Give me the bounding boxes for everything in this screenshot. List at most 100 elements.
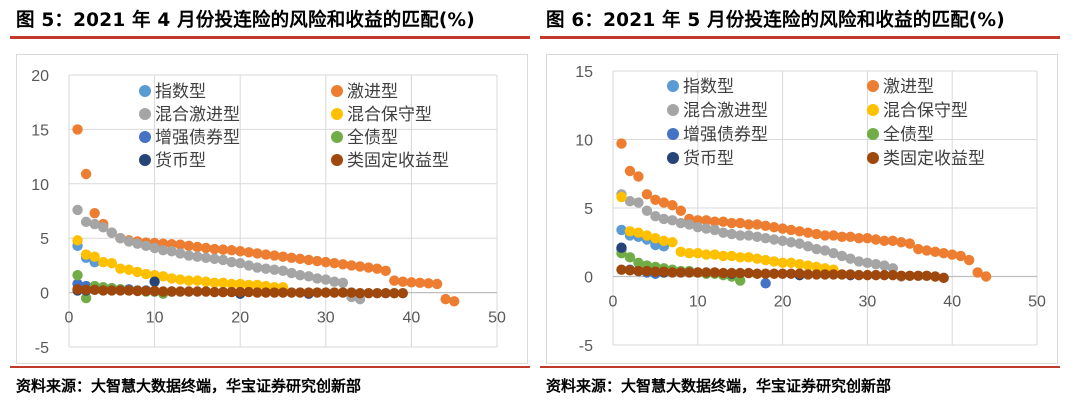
data-point — [802, 241, 814, 252]
data-point — [802, 269, 814, 280]
data-point — [337, 287, 349, 298]
data-point — [879, 260, 890, 271]
data-point — [226, 278, 237, 290]
data-point — [735, 230, 746, 241]
data-point — [667, 237, 678, 248]
data-point — [166, 286, 177, 297]
data-point — [913, 243, 924, 255]
data-point — [277, 287, 289, 298]
legend-marker — [331, 108, 343, 120]
legend-label: 混合激进型 — [683, 101, 768, 120]
data-point — [320, 274, 331, 285]
figure-6-source: 资料来源：大智慧大数据终端，华宝证券研究创新部 — [546, 377, 892, 395]
data-point — [209, 277, 220, 289]
data-point — [252, 287, 263, 298]
data-point — [701, 223, 712, 234]
data-point — [760, 254, 771, 266]
data-point — [616, 242, 627, 253]
data-point — [726, 267, 737, 279]
data-point — [140, 240, 152, 252]
data-point — [371, 287, 383, 299]
figure-6-chart-frame: 15 10 5 0 -5 0 10 20 30 40 50 指数型 激进型 混合激进型 混合保守型 增强债券型… — [546, 54, 1058, 364]
figure-6-panel: 图 6：2021 年 5 月份投连险的风险和收益的匹配(%) 15 10 5 0 -5 0… — [540, 0, 1070, 419]
data-point — [175, 248, 186, 259]
data-point — [819, 269, 831, 280]
data-point — [200, 286, 212, 297]
data-point — [132, 266, 143, 278]
legend-marker — [331, 131, 343, 143]
x-tick-label: 10 — [146, 310, 164, 327]
legend-label: 类固定收益型 — [347, 151, 449, 170]
y-tick-label: -5 — [579, 338, 593, 355]
data-point — [354, 261, 366, 272]
data-point — [972, 267, 983, 278]
legend-marker — [139, 85, 151, 97]
data-point — [80, 168, 92, 180]
data-point — [217, 254, 229, 266]
legend-label: 全债型 — [883, 125, 934, 144]
data-point — [312, 255, 323, 267]
data-point — [380, 265, 391, 277]
data-point — [921, 270, 932, 282]
legend-marker — [139, 131, 151, 143]
data-point — [183, 240, 195, 252]
data-point — [260, 263, 272, 274]
data-point — [115, 263, 126, 274]
data-point — [423, 278, 434, 289]
data-point — [692, 248, 703, 259]
data-point — [675, 246, 687, 258]
data-point — [89, 284, 100, 296]
legend-label: 货币型 — [155, 151, 206, 170]
data-point — [269, 250, 280, 261]
data-point — [337, 277, 349, 289]
data-point — [828, 230, 839, 241]
data-point — [123, 285, 135, 296]
data-point — [633, 227, 644, 238]
data-point — [624, 252, 636, 263]
data-point — [735, 217, 746, 229]
figure-6-title-rule — [540, 36, 1060, 39]
data-point — [870, 269, 882, 281]
data-point — [870, 234, 882, 245]
data-point — [200, 252, 212, 263]
data-point — [658, 197, 670, 208]
data-point — [115, 285, 126, 296]
data-point — [836, 250, 848, 262]
data-point — [200, 242, 212, 254]
data-point — [192, 286, 203, 297]
data-point — [192, 275, 203, 286]
data-point — [354, 287, 366, 299]
data-point — [896, 237, 907, 248]
data-point — [751, 219, 763, 230]
data-point — [879, 269, 890, 281]
legend-label: 激进型 — [883, 77, 934, 96]
data-point — [252, 279, 263, 291]
y-tick-label: 0 — [584, 270, 593, 287]
data-point — [217, 286, 229, 298]
data-point — [794, 226, 805, 237]
data-point — [735, 252, 746, 263]
data-point — [819, 245, 831, 256]
data-point — [217, 277, 229, 289]
data-point — [89, 207, 100, 219]
data-point — [123, 264, 135, 275]
data-point — [853, 232, 865, 244]
data-point — [930, 271, 941, 282]
data-point — [658, 235, 670, 247]
data-point — [802, 227, 814, 238]
data-point — [243, 286, 254, 298]
data-point — [751, 231, 763, 242]
data-point — [329, 258, 340, 269]
data-point — [650, 194, 661, 205]
x-tick-label: 50 — [488, 310, 506, 327]
data-point — [440, 293, 451, 305]
legend-marker — [667, 152, 679, 164]
y-tick-label: 5 — [40, 231, 49, 248]
data-point — [175, 286, 186, 297]
data-point — [768, 234, 780, 245]
data-point — [692, 267, 703, 278]
data-point — [650, 232, 661, 244]
data-point — [811, 243, 822, 255]
data-point — [701, 249, 712, 260]
data-point — [72, 204, 83, 216]
